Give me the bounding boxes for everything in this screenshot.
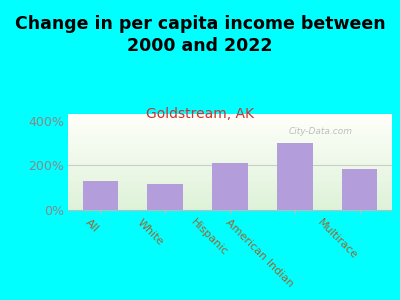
Bar — [277, 143, 313, 210]
Text: Change in per capita income between
2000 and 2022: Change in per capita income between 2000… — [15, 15, 385, 55]
Bar — [212, 163, 248, 210]
Text: Goldstream, AK: Goldstream, AK — [146, 106, 254, 121]
Text: City-Data.com: City-Data.com — [288, 127, 352, 136]
Bar — [342, 169, 378, 210]
Bar — [82, 181, 118, 210]
Bar — [147, 184, 183, 210]
